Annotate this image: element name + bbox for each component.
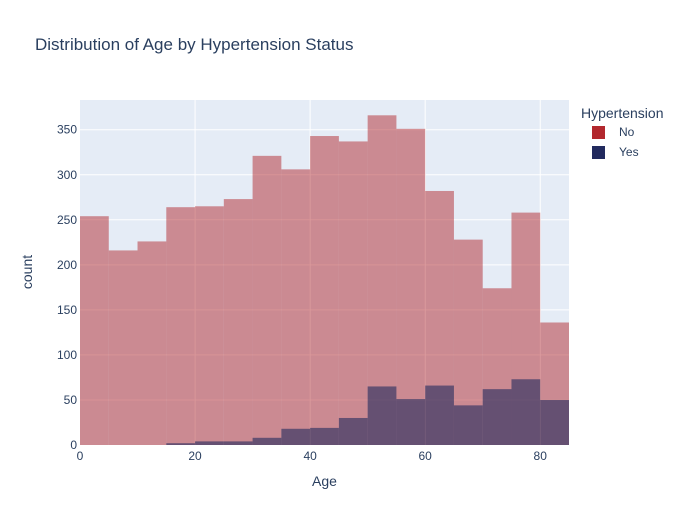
- bar: [338, 417, 368, 445]
- bar: [137, 241, 167, 445]
- bar: [396, 399, 426, 445]
- x-tick-label: 40: [303, 449, 317, 463]
- y-axis-title: count: [19, 255, 35, 289]
- bar: [310, 427, 339, 445]
- series-yes: [166, 379, 569, 445]
- bar: [367, 386, 397, 445]
- bar: [396, 128, 426, 445]
- y-tick-label: 150: [57, 303, 77, 317]
- chart-title: Distribution of Age by Hypertension Stat…: [35, 35, 353, 54]
- x-axis-title: Age: [312, 473, 337, 489]
- bar: [511, 379, 541, 445]
- y-tick-label: 250: [57, 213, 77, 227]
- x-tick-label: 60: [418, 449, 432, 463]
- x-axis-ticks: 0 20 40 60 80: [77, 449, 548, 463]
- legend-title: Hypertension: [581, 105, 664, 121]
- bar: [80, 216, 109, 445]
- y-tick-label: 350: [57, 123, 77, 137]
- legend-swatch-yes: [592, 146, 605, 159]
- x-tick-label: 20: [188, 449, 202, 463]
- y-tick-label: 50: [64, 393, 78, 407]
- legend-label-no: No: [619, 125, 635, 139]
- bar: [453, 405, 483, 445]
- y-tick-label: 100: [57, 348, 77, 362]
- bar: [166, 443, 196, 445]
- bar: [223, 199, 253, 445]
- bar: [310, 136, 339, 446]
- legend: Hypertension No Yes: [581, 105, 664, 159]
- y-tick-label: 0: [70, 438, 77, 452]
- legend-label-yes: Yes: [619, 145, 639, 159]
- bar: [252, 155, 282, 445]
- bar: [281, 428, 311, 445]
- x-tick-label: 0: [77, 449, 84, 463]
- bars: [80, 115, 569, 446]
- bar: [195, 206, 224, 445]
- bar: [108, 250, 138, 445]
- bar: [281, 169, 311, 446]
- y-tick-label: 200: [57, 258, 77, 272]
- legend-swatch-no: [592, 126, 605, 139]
- y-tick-label: 300: [57, 168, 77, 182]
- bar: [195, 441, 224, 445]
- bar: [482, 389, 512, 445]
- bar: [540, 399, 569, 445]
- y-axis-ticks: 0 50 100 150 200 250 300 350: [57, 123, 77, 452]
- x-tick-label: 80: [534, 449, 548, 463]
- bar: [166, 207, 196, 445]
- bar: [338, 141, 368, 445]
- bar: [252, 437, 282, 445]
- bar: [223, 441, 253, 445]
- bar: [425, 385, 454, 445]
